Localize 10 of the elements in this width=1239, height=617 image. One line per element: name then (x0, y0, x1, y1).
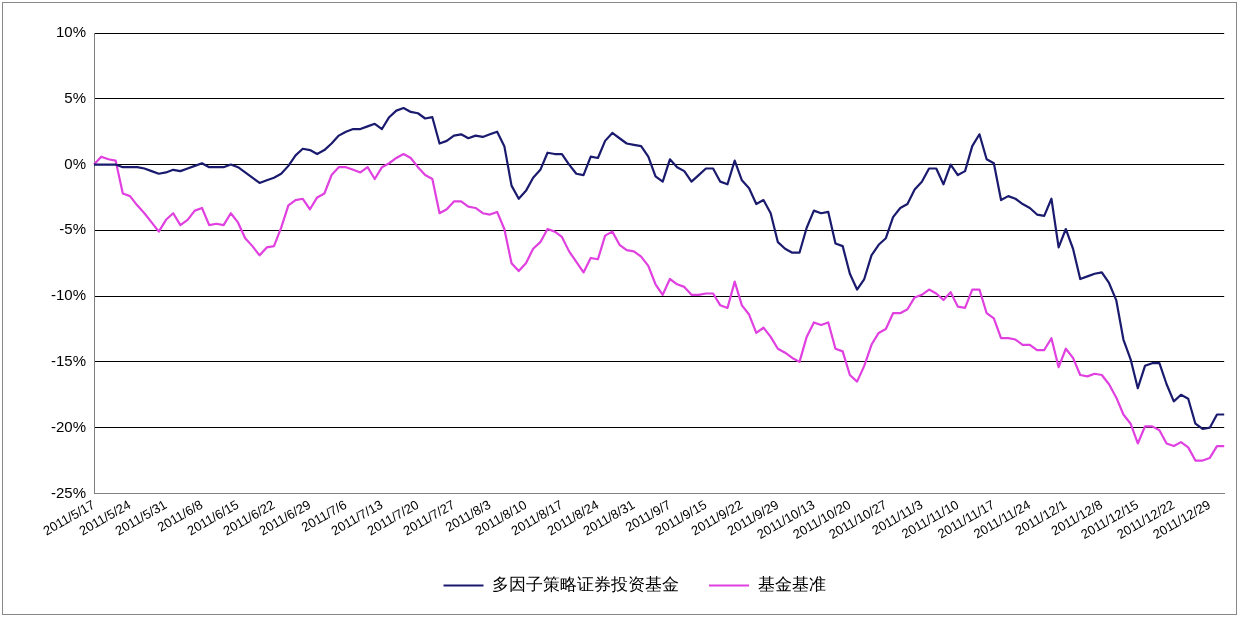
y-tick-label: 0% (64, 154, 87, 172)
y-tick-label: 5% (64, 88, 87, 106)
y-tick-label: -20% (50, 417, 87, 435)
y-tick-label: -15% (50, 352, 87, 370)
y-tick-label: -10% (50, 286, 87, 304)
y-tick-label: -25% (50, 483, 87, 501)
legend-label: 多因子策略证券投资基金 (492, 575, 679, 595)
y-tick-label: 10% (55, 23, 87, 41)
legend-label: 基金基准 (757, 575, 826, 595)
y-tick-label: -5% (59, 220, 87, 238)
